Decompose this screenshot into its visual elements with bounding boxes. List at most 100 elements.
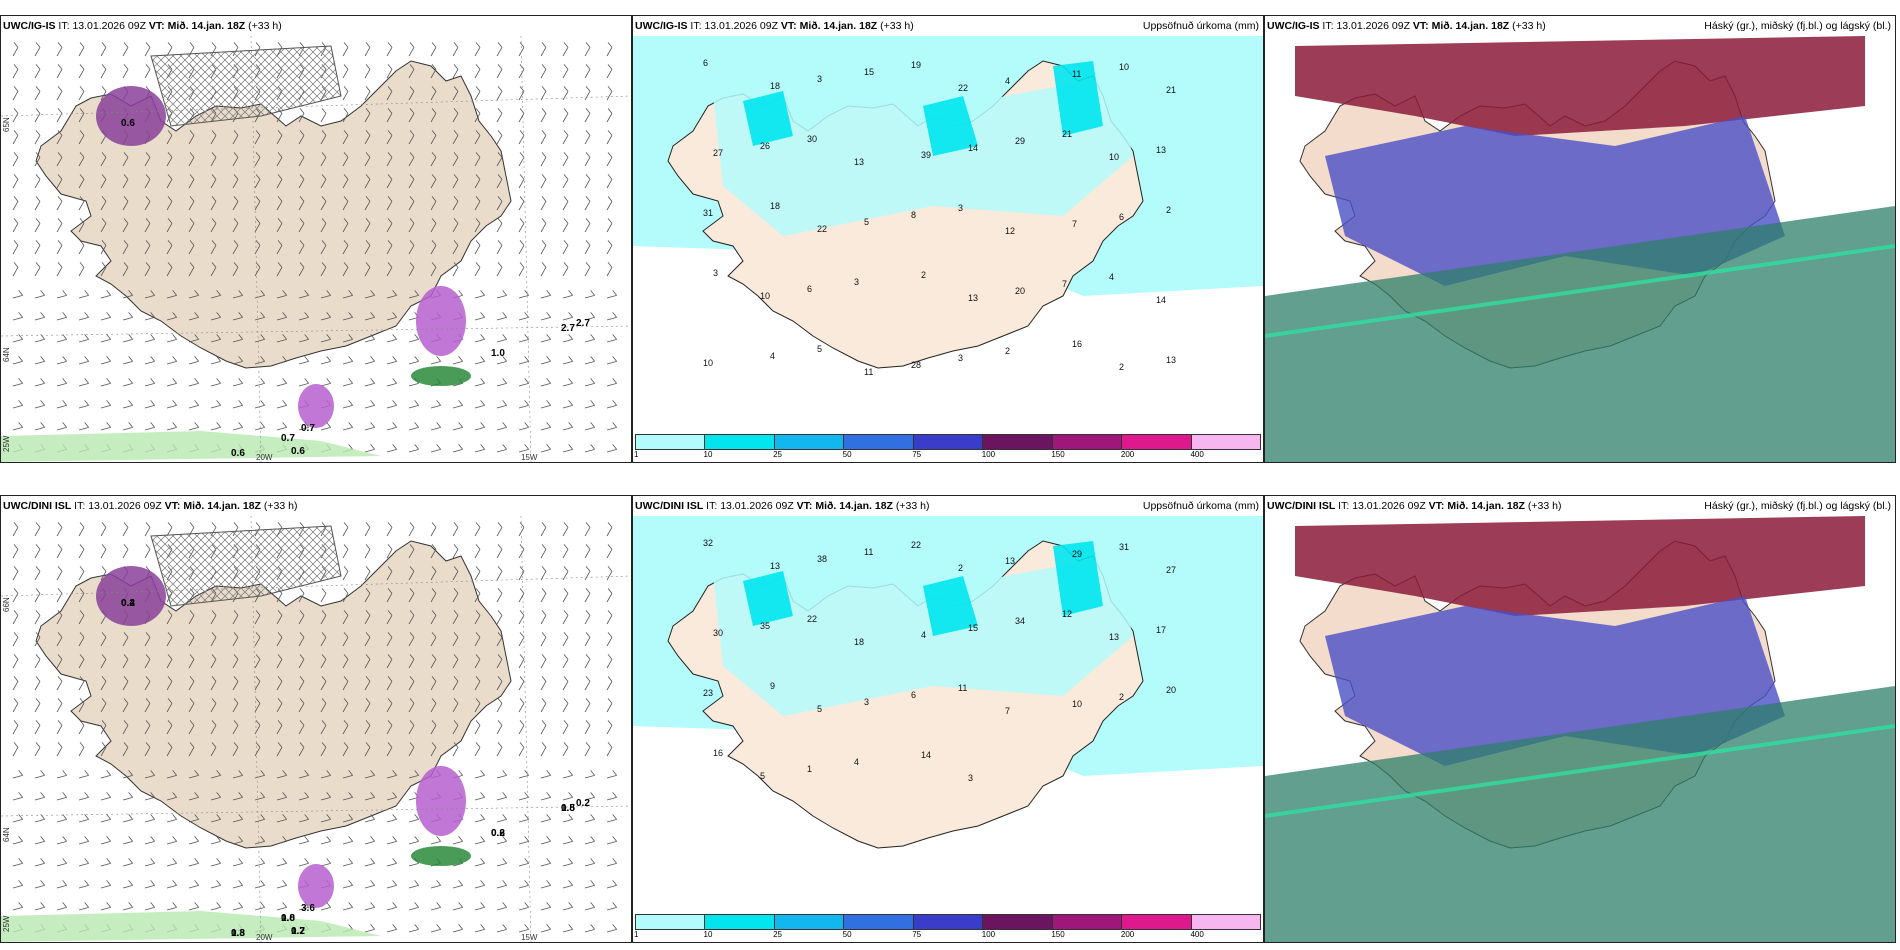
wind-barb-flag <box>167 742 173 748</box>
wind-barb <box>562 317 573 321</box>
wind-barb <box>276 775 287 779</box>
colorbar-swatch <box>913 915 984 929</box>
wind-barb-flag <box>348 400 353 406</box>
wind-barb <box>386 245 393 255</box>
colorbar-swatch <box>844 915 914 929</box>
wind-barb-flag <box>79 522 85 528</box>
wind-barb <box>342 863 353 867</box>
wind-barb <box>254 841 265 845</box>
precip-amount-label: 15 <box>968 623 978 633</box>
model-name: UWC/DINI ISL <box>3 500 72 512</box>
wind-barb-flag <box>106 356 111 362</box>
model-name: UWC/IG-IS <box>3 20 56 32</box>
wind-barb <box>342 179 349 189</box>
precip-shade-land <box>713 76 1133 236</box>
wind-barb-flag <box>409 262 415 268</box>
wind-barb-flag <box>392 902 397 908</box>
wind-barb-flag <box>387 632 393 638</box>
precip-amount-label: 5 <box>817 344 822 354</box>
wind-barb <box>474 593 481 603</box>
wind-barb <box>518 317 529 321</box>
wind-barb <box>298 841 309 845</box>
wind-barb-flag <box>475 196 481 202</box>
it-label: IT: <box>58 20 70 32</box>
wind-barb-flag <box>365 698 371 704</box>
wind-barb <box>100 863 111 867</box>
wind-barb-flag <box>106 290 111 296</box>
wind-barb <box>78 157 85 167</box>
wind-barb-flag <box>387 566 393 572</box>
precip-value-label: 0.7 <box>301 423 315 434</box>
wind-barb-flag <box>238 422 243 428</box>
wind-barb-flag <box>128 836 133 842</box>
wind-barb <box>122 361 133 365</box>
wind-barb <box>34 69 41 79</box>
colorbar-ticks: 1 10 25 50 75 100 150 200 400 <box>634 450 1261 460</box>
wind-barb-flag <box>612 814 617 820</box>
wind-barb <box>430 135 437 145</box>
wind-barb <box>78 405 89 409</box>
wind-barb-flag <box>431 152 437 158</box>
wind-barb-flag <box>13 720 19 726</box>
wind-barb <box>188 339 199 343</box>
wind-barb-flag <box>128 290 133 296</box>
wind-barb-flag <box>62 814 67 820</box>
wind-barb <box>342 549 349 559</box>
wind-barb-flag <box>409 196 415 202</box>
wind-barb-flag <box>480 378 485 384</box>
wind-barb-flag <box>541 152 547 158</box>
wind-barb-flag <box>502 836 507 842</box>
wind-barb <box>276 113 283 123</box>
wind-barb <box>562 157 569 167</box>
wind-barb-flag <box>607 720 613 726</box>
wind-barb <box>474 747 481 757</box>
wind-barb-flag <box>238 312 243 318</box>
wind-barb-flag <box>277 130 283 136</box>
wind-barb-flag <box>409 610 415 616</box>
wind-barb <box>408 405 419 409</box>
wind-barb <box>34 201 41 211</box>
precip-amount-label: 11 <box>1072 69 1081 79</box>
wind-barb-flag <box>326 836 331 842</box>
wind-barb <box>144 405 155 409</box>
colorbar-tick-label: 10 <box>703 930 713 939</box>
wind-barb <box>122 527 129 537</box>
precip-amount-label: 35 <box>760 621 770 631</box>
wind-barb <box>364 223 371 233</box>
wind-barb <box>298 703 305 713</box>
wind-barb <box>166 383 177 387</box>
wind-barb-flag <box>343 152 349 158</box>
wind-barb-flag <box>392 334 397 340</box>
precip-value-label: 0.6 <box>491 828 505 839</box>
wind-barb <box>452 201 459 211</box>
wind-barb <box>562 361 573 365</box>
wind-barb-flag <box>365 720 371 726</box>
precip-amount-label: 13 <box>1156 145 1166 155</box>
wind-barb <box>584 725 591 735</box>
wind-barb-flag <box>84 422 89 428</box>
wind-barb-flag <box>370 858 375 864</box>
wind-barb <box>430 113 437 123</box>
wind-barb <box>100 223 107 233</box>
wind-barb-flag <box>216 836 221 842</box>
wind-barb <box>540 295 551 299</box>
wind-barb-flag <box>101 654 107 660</box>
wind-barb-flag <box>546 770 551 776</box>
precip-amount-label: 2 <box>1005 346 1010 356</box>
wind-barb <box>320 615 327 625</box>
wind-barb-flag <box>194 880 199 886</box>
wind-barb-flag <box>62 400 67 406</box>
wind-barb <box>56 863 67 867</box>
precip-amount-label: 16 <box>713 748 723 758</box>
wind-barb <box>144 427 155 431</box>
wind-barb-flag <box>299 610 305 616</box>
wind-barb <box>100 775 111 779</box>
wind-barb-flag <box>590 356 595 362</box>
wind-barb-flag <box>475 64 481 70</box>
wind-barb <box>122 907 133 911</box>
wind-barb-flag <box>128 334 133 340</box>
wind-barb <box>518 113 525 123</box>
vt-value: Mið. 14.jan. 18Z <box>815 500 893 512</box>
wind-barb-flag <box>13 262 19 268</box>
wind-barb-flag <box>101 196 107 202</box>
